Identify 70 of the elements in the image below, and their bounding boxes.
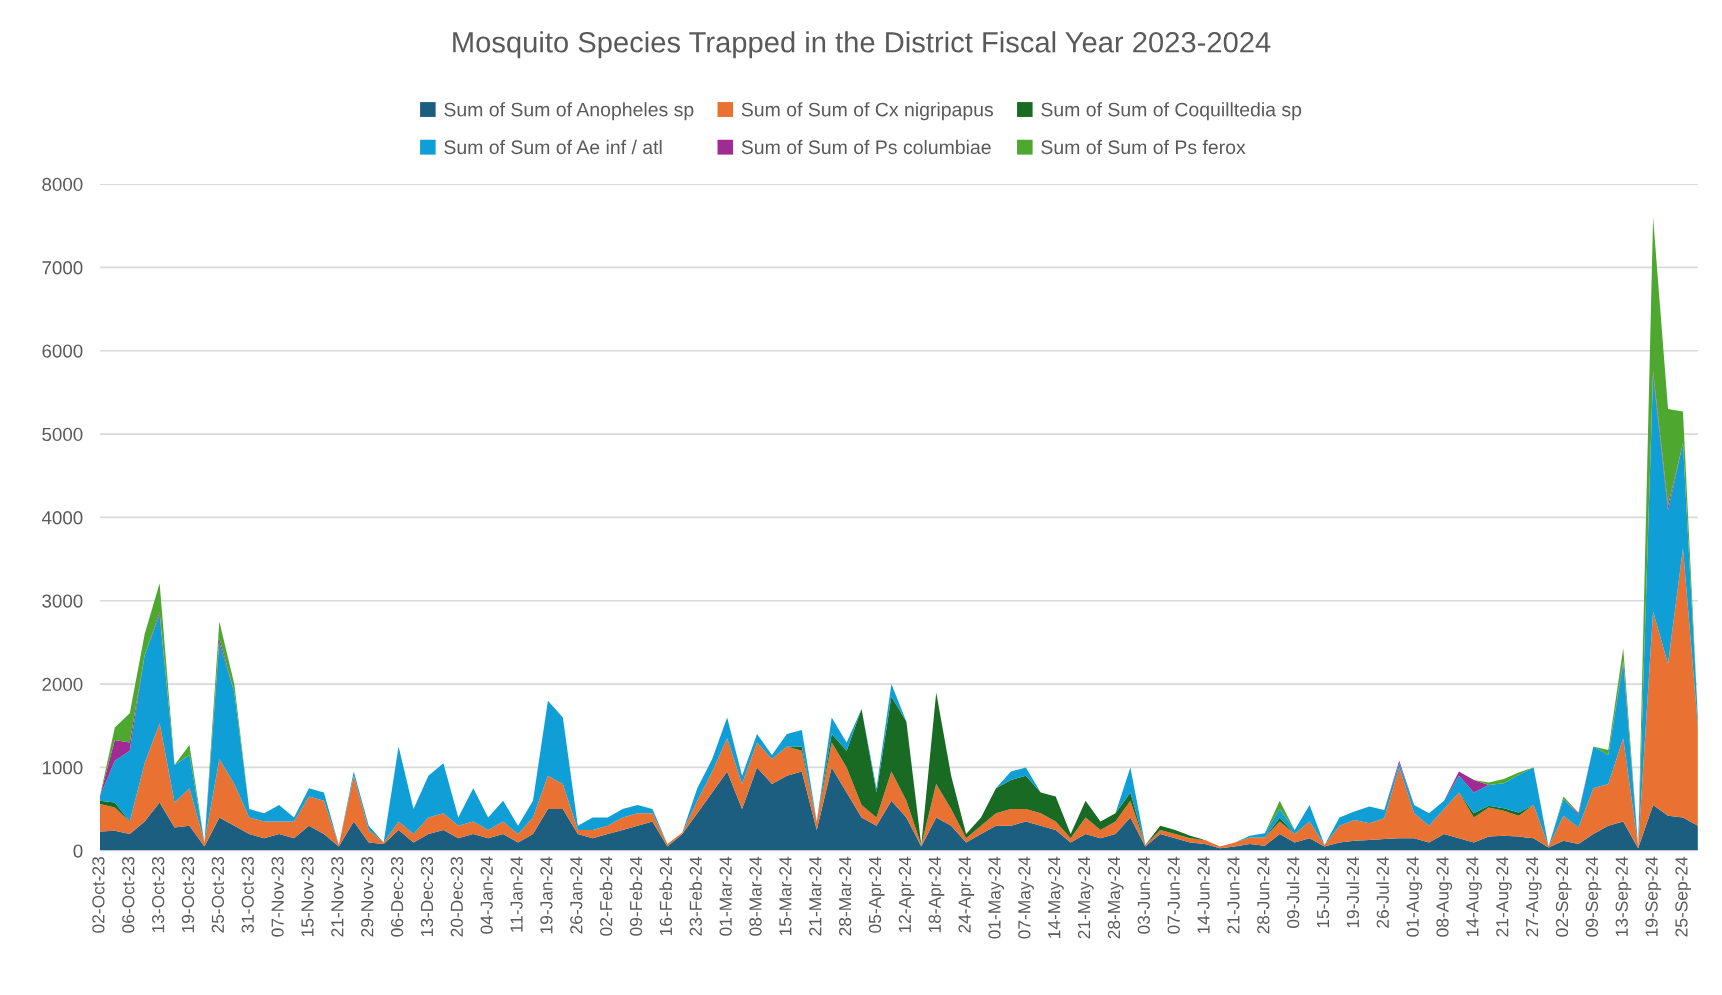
x-tick-label: 31-Oct-23 (241, 857, 254, 933)
x-tick-label: 02-Oct-23 (92, 857, 105, 933)
x-tick-label: 19-Oct-23 (181, 857, 195, 933)
legend-label: Sum of Sum of Ps columbiae (741, 139, 991, 155)
x-tick-label: 02-Feb-24 (599, 856, 613, 936)
x-tick-label: 23-Feb-24 (689, 856, 702, 936)
x-tick-label: 11-Jan-24 (510, 856, 523, 932)
x-tick-label: 09-Jul-24 (1286, 856, 1300, 928)
x-tick-label: 08-Aug-24 (1436, 856, 1453, 937)
x-tick-label: 19-Sep-24 (1645, 856, 1662, 937)
x-tick-label: 21-Mar-24 (809, 856, 822, 936)
legend-label: Sum of Sum of Ae inf / atl (444, 139, 662, 155)
x-tick-label: 04-Jan-24 (480, 856, 493, 934)
x-tick-label: 29-Nov-23 (361, 857, 374, 937)
x-tick-label: 13-Sep-24 (1615, 856, 1632, 937)
x-tick-label: 03-Jun-24 (1137, 856, 1150, 934)
x-tick-label: 01-Mar-24 (719, 856, 732, 936)
legend-label: Sum of Sum of Anopheles sp (444, 102, 694, 121)
x-tick-label: 05-Apr-24 (868, 856, 885, 933)
y-tick-label: 2000 (42, 677, 83, 692)
legend-label: Sum of Sum of Ps ferox (1041, 139, 1246, 155)
y-tick-label: 1000 (42, 761, 83, 775)
x-tick-label: 14-Jun-24 (1197, 856, 1210, 934)
y-tick-label: 7000 (42, 261, 83, 275)
x-tick-label: 18-Apr-24 (928, 856, 945, 933)
x-tick-label: 28-May-24 (1107, 856, 1124, 939)
x-tick-label: 28-Jun-24 (1257, 856, 1270, 934)
x-tick-label: 06-Dec-23 (390, 857, 404, 937)
x-tick-label: 09-Feb-24 (629, 856, 643, 936)
y-tick-label: 6000 (42, 344, 83, 358)
x-tick-label: 28-Mar-24 (838, 856, 852, 936)
x-tick-label: 12-Apr-24 (898, 856, 915, 933)
x-tick-label: 15-Nov-23 (301, 857, 314, 937)
x-tick-label: 06-Oct-23 (122, 857, 135, 933)
x-tick-label: 27-Aug-24 (1525, 856, 1542, 937)
x-tick-label: 25-Oct-23 (211, 857, 225, 933)
y-tick-label: 4000 (41, 511, 83, 525)
x-tick-label: 21-May-24 (1077, 856, 1094, 939)
chart-title: Mosquito Species Trapped in the District Fiscal Year 2023-2024 (453, 31, 1271, 59)
x-tick-label: 20-Dec-23 (450, 857, 463, 937)
x-tick-label: 01-May-24 (988, 856, 1005, 939)
x-tick-label: 16-Feb-24 (659, 856, 673, 936)
x-tick-label: 21-Aug-24 (1496, 856, 1512, 937)
legend-label: Sum of Sum of Cx nigripapus (741, 102, 994, 121)
x-tick-label: 07-Jun-24 (1167, 856, 1180, 934)
x-tick-label: 09-Sep-24 (1585, 856, 1602, 937)
x-tick-label: 19-Jan-24 (540, 856, 553, 934)
y-tick-label: 8000 (42, 177, 83, 192)
x-tick-label: 13-Dec-23 (420, 857, 434, 937)
x-tick-label: 02-Sep-24 (1555, 856, 1572, 937)
x-tick-label: 08-Mar-24 (749, 856, 762, 936)
x-tick-label: 21-Nov-23 (331, 857, 344, 937)
x-tick-label: 07-May-24 (1018, 856, 1034, 939)
x-tick-label: 07-Nov-23 (271, 857, 284, 937)
x-tick-label: 14-May-24 (1048, 856, 1064, 938)
y-tick-label: 0 (73, 844, 83, 858)
x-tick-label: 01-Aug-24 (1406, 856, 1423, 937)
x-tick-label: 24-Apr-24 (958, 856, 975, 933)
x-tick-label: 15-Mar-24 (779, 856, 792, 936)
x-tick-label: 14-Aug-24 (1466, 856, 1482, 937)
x-tick-label: 19-Jul-24 (1346, 856, 1360, 928)
x-tick-label: 15-Jul-24 (1316, 856, 1330, 928)
y-tick-label: 5000 (42, 427, 83, 442)
x-tick-label: 26-Jan-24 (570, 856, 583, 934)
x-tick-label: 25-Sep-24 (1675, 856, 1692, 937)
x-tick-label: 13-Oct-23 (151, 857, 165, 933)
x-tick-label: 21-Jun-24 (1227, 856, 1240, 934)
legend-label: Sum of Sum of Coquilltedia sp (1041, 102, 1302, 121)
x-tick-label: 26-Jul-24 (1376, 856, 1389, 928)
y-tick-label: 3000 (42, 594, 83, 608)
